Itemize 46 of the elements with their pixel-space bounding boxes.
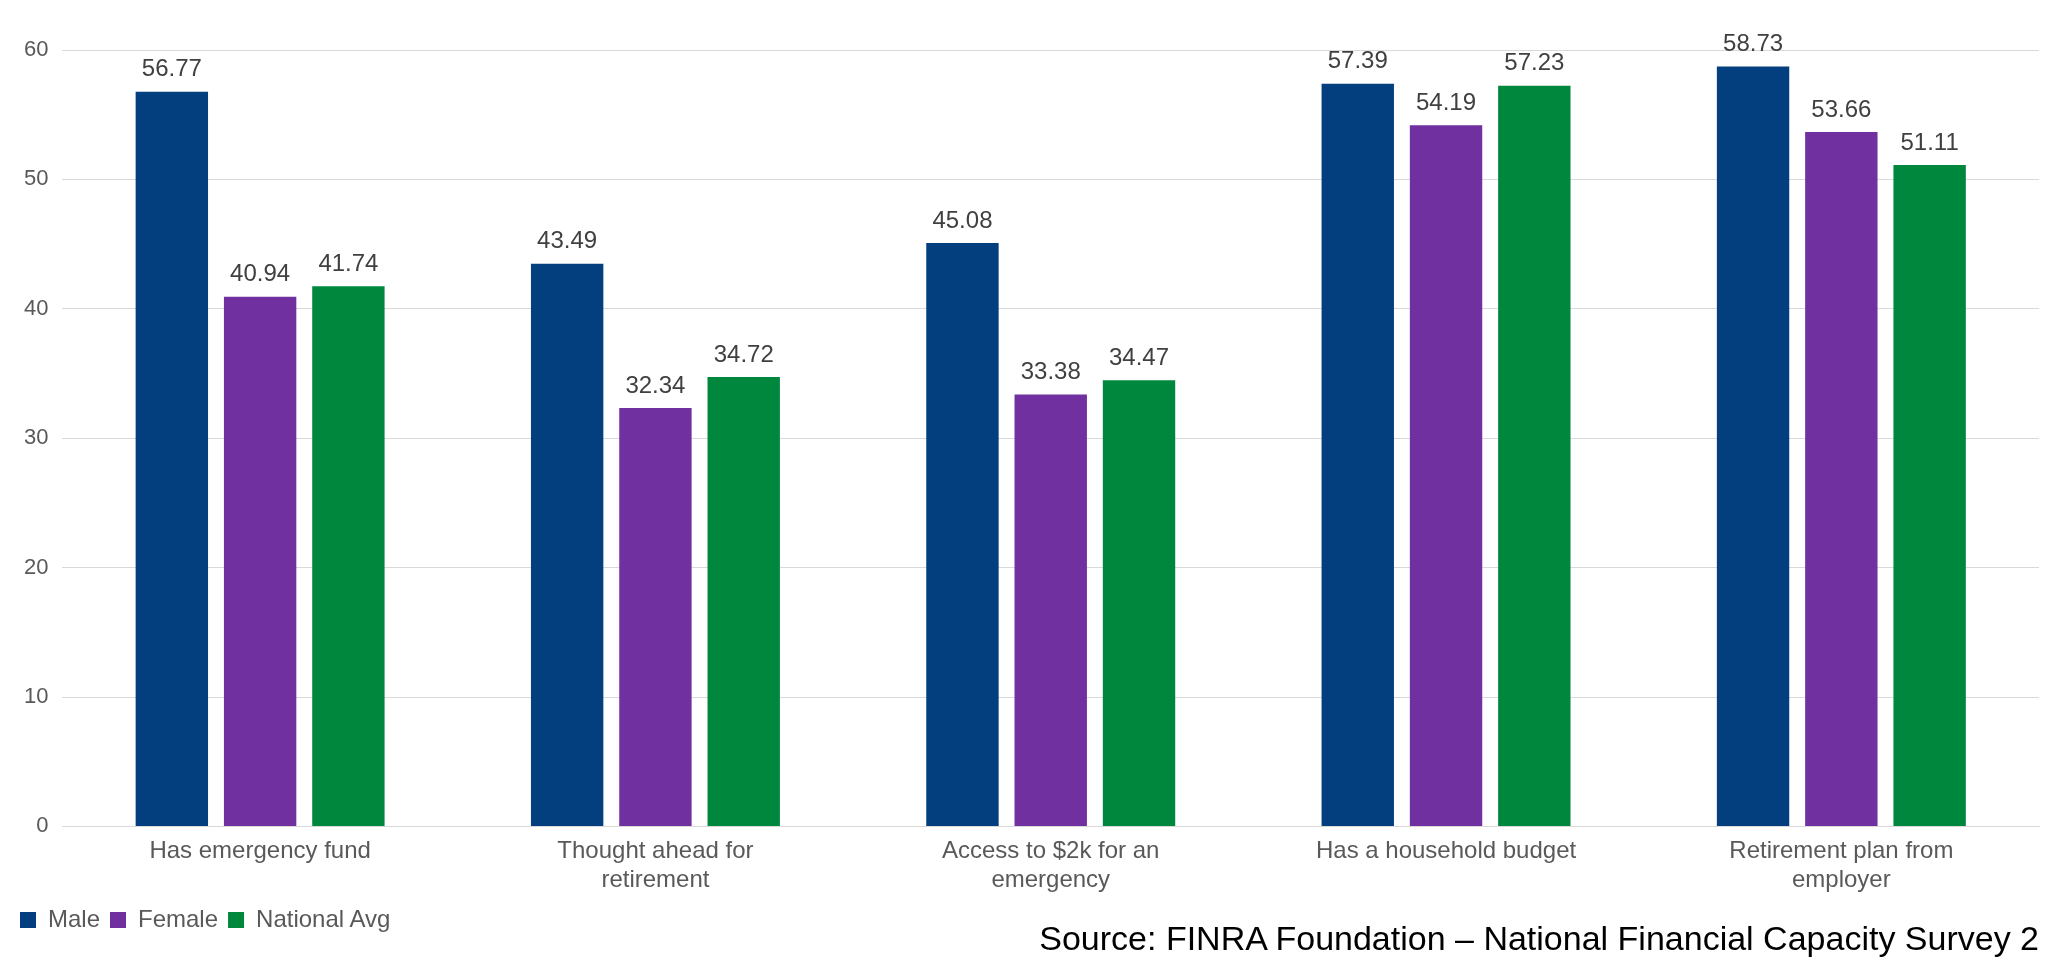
bar: [1805, 132, 1878, 826]
data-label: 40.94: [230, 259, 291, 287]
bar: [619, 407, 692, 826]
bar: [1498, 85, 1571, 826]
y-tick-label: 40: [23, 294, 49, 320]
bar: [1893, 165, 1966, 826]
data-label: 53.66: [1811, 94, 1872, 122]
y-tick-label: 10: [23, 683, 49, 709]
bar: [1716, 66, 1790, 826]
bar: [135, 91, 209, 826]
data-label: 54.19: [1416, 87, 1477, 115]
data-label: 57.23: [1504, 48, 1565, 76]
x-tick-label: Has a household budget: [1315, 836, 1577, 864]
y-tick-label: 20: [23, 553, 49, 579]
x-tick-label: Access to $2k for an emergency: [942, 836, 1160, 893]
data-label: 51.11: [1900, 127, 1959, 155]
legend-label: National Avg: [256, 904, 391, 932]
source-note: Source: FINRA Foundation – National Financial Capacity Survey 2: [1039, 919, 2039, 958]
bar: [1014, 394, 1087, 826]
data-label: 45.08: [932, 205, 993, 233]
data-label: 57.39: [1327, 46, 1388, 74]
data-label: 43.49: [537, 226, 598, 254]
data-label: 33.38: [1020, 357, 1081, 385]
bar: [312, 286, 385, 826]
data-label: 41.74: [318, 248, 379, 276]
x-tick-label: Retirement plan from employer: [1729, 836, 1954, 893]
bar: [1321, 83, 1394, 826]
data-label: 58.73: [1723, 29, 1784, 57]
legend-label: Female: [138, 904, 219, 932]
y-tick-label: 50: [23, 165, 49, 191]
data-label: 34.72: [713, 339, 774, 367]
data-label: 56.77: [141, 54, 202, 82]
bar: [1409, 125, 1483, 826]
y-tick-label: 0: [36, 812, 49, 838]
bar: [530, 263, 604, 826]
bar: [926, 243, 999, 826]
data-label: 34.47: [1108, 342, 1170, 370]
bar: [707, 377, 780, 826]
legend-label: Male: [48, 904, 101, 932]
bar: [223, 296, 297, 826]
x-tick-label: Thought ahead for retirement: [557, 836, 754, 893]
bar: [1102, 380, 1176, 826]
y-tick-label: 60: [23, 36, 49, 62]
x-tick-label: Has emergency fund: [149, 836, 371, 864]
data-label: 32.34: [625, 370, 686, 398]
y-tick-label: 30: [23, 424, 49, 450]
